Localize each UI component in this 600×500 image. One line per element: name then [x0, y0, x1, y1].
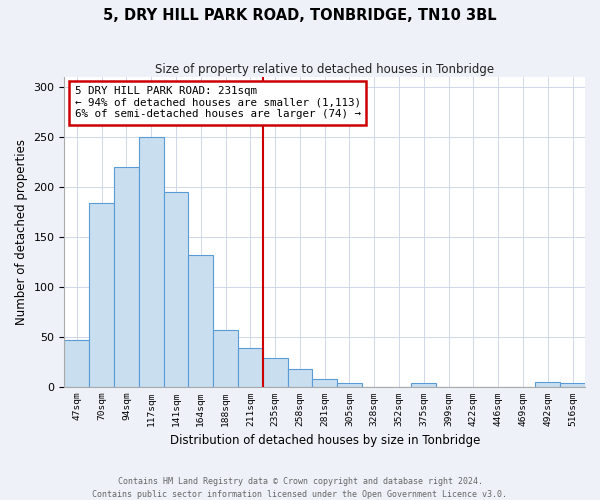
Bar [313, 379, 337, 387]
Bar [89, 202, 114, 387]
Text: 5 DRY HILL PARK ROAD: 231sqm
← 94% of detached houses are smaller (1,113)
6% of : 5 DRY HILL PARK ROAD: 231sqm ← 94% of de… [75, 86, 361, 119]
Text: Contains HM Land Registry data © Crown copyright and database right 2024.
Contai: Contains HM Land Registry data © Crown c… [92, 478, 508, 499]
Bar [114, 166, 139, 387]
Bar [337, 383, 362, 387]
X-axis label: Distribution of detached houses by size in Tonbridge: Distribution of detached houses by size … [170, 434, 480, 448]
Bar [412, 383, 436, 387]
Bar [263, 358, 287, 387]
Y-axis label: Number of detached properties: Number of detached properties [15, 138, 28, 324]
Bar [560, 383, 585, 387]
Bar [535, 382, 560, 387]
Bar [188, 254, 213, 387]
Text: 5, DRY HILL PARK ROAD, TONBRIDGE, TN10 3BL: 5, DRY HILL PARK ROAD, TONBRIDGE, TN10 3… [103, 8, 497, 22]
Bar [139, 136, 164, 387]
Bar [213, 330, 238, 387]
Bar [164, 192, 188, 387]
Bar [238, 348, 263, 387]
Bar [64, 340, 89, 387]
Bar [287, 369, 313, 387]
Title: Size of property relative to detached houses in Tonbridge: Size of property relative to detached ho… [155, 62, 494, 76]
